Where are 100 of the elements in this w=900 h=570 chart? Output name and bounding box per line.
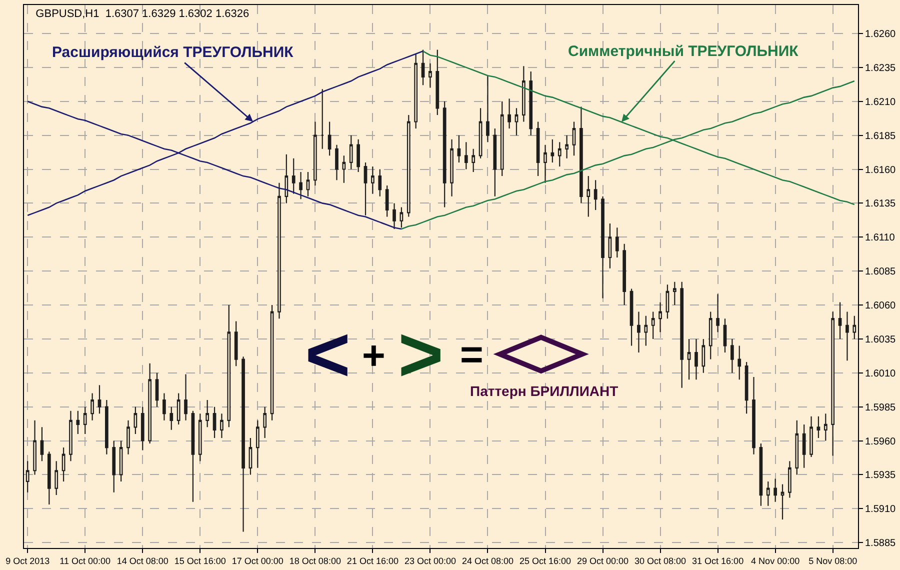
candlestick <box>428 62 432 88</box>
annotation: < <box>305 310 351 398</box>
candlestick <box>536 121 540 177</box>
candlestick <box>508 98 511 130</box>
x-tick-label: 21 Oct 16:00 <box>346 556 398 566</box>
candlestick <box>852 315 856 340</box>
x-tick-label: 5 Nov 08:00 <box>808 556 858 566</box>
y-tick-label: 1.5960 <box>865 436 896 448</box>
candlestick <box>184 374 188 421</box>
x-tick-label: 9 Oct 2013 <box>6 556 50 566</box>
candlestick <box>493 128 497 197</box>
candlestick <box>155 372 159 408</box>
candlestick <box>544 144 547 184</box>
x-tick-label: 30 Oct 08:00 <box>634 556 686 566</box>
candlestick <box>651 311 655 340</box>
candlestick <box>580 106 583 204</box>
candlestick <box>708 311 712 360</box>
y-tick-label: 1.6085 <box>865 266 896 278</box>
candlestick <box>421 49 425 86</box>
candlestick <box>486 75 490 143</box>
y-tick-label: 1.6210 <box>865 96 896 108</box>
x-tick-label: 14 Oct 08:00 <box>116 556 168 566</box>
candlestick <box>292 158 296 194</box>
candlestick <box>572 121 576 156</box>
candlestick <box>694 338 698 380</box>
candlestick <box>464 142 468 170</box>
candlestick <box>371 166 374 194</box>
candlestick <box>450 138 454 197</box>
y-tick-label: 1.6260 <box>865 29 896 40</box>
candlestick <box>658 302 662 333</box>
candlestick <box>256 420 260 468</box>
candlestick <box>442 100 446 208</box>
candlestick <box>385 185 389 218</box>
candlestick <box>364 162 368 216</box>
text: Расширяющийся ТРЕУГОЛЬНИК <box>52 44 294 61</box>
candlestick <box>630 288 634 346</box>
candlestick <box>436 49 440 116</box>
y-tick-label: 1.5885 <box>865 538 896 550</box>
candlestick <box>622 243 626 306</box>
candlestick <box>112 440 116 493</box>
candlestick <box>478 108 482 159</box>
candlestick <box>752 376 756 455</box>
candlestick <box>299 171 302 200</box>
candlestick <box>227 304 231 428</box>
candlestick <box>522 66 526 122</box>
candlestick <box>472 148 476 173</box>
candlestick <box>824 413 828 442</box>
candlestick <box>54 460 58 496</box>
candlestick <box>349 134 353 170</box>
candlestick <box>248 437 252 476</box>
candlestick <box>594 180 598 211</box>
candlestick <box>278 182 281 320</box>
candlestick <box>263 406 267 439</box>
candlestick <box>586 176 590 218</box>
annotation: > <box>398 310 444 398</box>
candlestick <box>680 281 684 388</box>
candlestick <box>672 281 676 306</box>
y-tick-label: 1.6135 <box>865 198 896 210</box>
x-tick-label: 24 Oct 08:00 <box>462 556 514 566</box>
candlestick <box>62 447 66 482</box>
candlestick <box>162 392 166 421</box>
candlestick <box>83 406 87 435</box>
candlestick <box>608 223 612 269</box>
candlestick <box>550 138 554 164</box>
candlestick <box>134 406 138 435</box>
candlestick <box>191 410 195 502</box>
candlestick <box>730 338 734 374</box>
candlestick <box>810 416 813 458</box>
candlestick <box>90 392 94 421</box>
candlestick <box>356 138 360 173</box>
candlestick <box>831 311 835 456</box>
candlestick <box>644 315 648 346</box>
y-tick-label: 1.6035 <box>865 334 896 346</box>
candlestick <box>774 478 777 502</box>
candlestick <box>284 154 288 204</box>
candlestick <box>314 121 317 186</box>
x-tick-label: 23 Oct 00:00 <box>404 556 456 566</box>
candlestick <box>242 356 245 532</box>
annotation: Паттерн БРИЛЛИАНТ <box>470 383 619 399</box>
candlestick <box>33 420 36 476</box>
y-tick-label: 1.6010 <box>865 368 896 380</box>
x-tick-label: 18 Oct 08:00 <box>289 556 341 566</box>
candlestick <box>795 420 799 476</box>
candlestick <box>212 406 216 439</box>
candlestick <box>26 460 30 493</box>
candlestick <box>687 338 691 380</box>
candlestick <box>140 406 144 451</box>
candlestick <box>220 413 224 439</box>
candlestick <box>838 302 842 340</box>
candlestick <box>170 406 174 430</box>
chart-title: GBPUSD,H1 1.6307 1.6329 1.6302 1.6326 <box>36 8 250 20</box>
candlestick <box>378 168 382 197</box>
candlestick <box>47 451 51 506</box>
candlestick <box>406 114 410 218</box>
candlestick <box>270 304 274 421</box>
candlestick <box>335 144 338 181</box>
candlestick <box>40 426 44 462</box>
candlestick <box>234 320 238 367</box>
y-tick-label: 1.6235 <box>865 62 896 74</box>
candlestick <box>529 70 533 136</box>
